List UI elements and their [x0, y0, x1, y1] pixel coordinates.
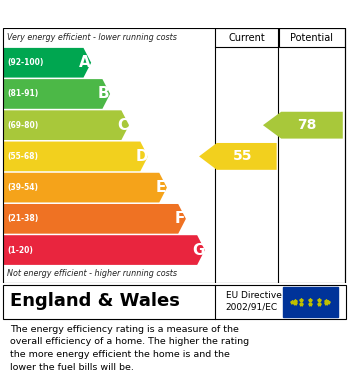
Text: 55: 55: [234, 149, 253, 163]
Polygon shape: [3, 173, 167, 203]
Text: (55-68): (55-68): [8, 152, 39, 161]
Text: Current: Current: [228, 32, 265, 43]
Text: F: F: [174, 211, 185, 226]
Text: England & Wales: England & Wales: [10, 292, 180, 310]
Polygon shape: [3, 79, 110, 109]
Polygon shape: [3, 110, 129, 140]
Text: (1-20): (1-20): [8, 246, 33, 255]
Text: (69-80): (69-80): [8, 121, 39, 130]
Polygon shape: [199, 143, 277, 170]
Text: Very energy efficient - lower running costs: Very energy efficient - lower running co…: [7, 33, 177, 42]
Bar: [283, 287, 338, 317]
Text: Not energy efficient - higher running costs: Not energy efficient - higher running co…: [7, 269, 177, 278]
Text: B: B: [98, 86, 110, 101]
Text: Potential: Potential: [291, 32, 333, 43]
Text: (81-91): (81-91): [8, 90, 39, 99]
Bar: [279, 28, 345, 47]
Polygon shape: [3, 235, 205, 265]
Text: E: E: [156, 180, 166, 195]
Text: C: C: [117, 118, 128, 133]
Text: D: D: [135, 149, 148, 164]
Text: A: A: [79, 55, 91, 70]
Text: (39-54): (39-54): [8, 183, 39, 192]
Bar: [215, 28, 278, 47]
Text: 78: 78: [296, 118, 316, 132]
Polygon shape: [263, 112, 343, 138]
Polygon shape: [3, 204, 186, 234]
Text: EU Directive
2002/91/EC: EU Directive 2002/91/EC: [226, 291, 282, 312]
Text: Energy Efficiency Rating: Energy Efficiency Rating: [10, 7, 213, 22]
Polygon shape: [3, 48, 91, 77]
Polygon shape: [3, 142, 148, 171]
Text: The energy efficiency rating is a measure of the
overall efficiency of a home. T: The energy efficiency rating is a measur…: [10, 325, 250, 372]
Text: (21-38): (21-38): [8, 214, 39, 223]
Text: G: G: [192, 242, 205, 258]
Text: (92-100): (92-100): [8, 58, 44, 67]
